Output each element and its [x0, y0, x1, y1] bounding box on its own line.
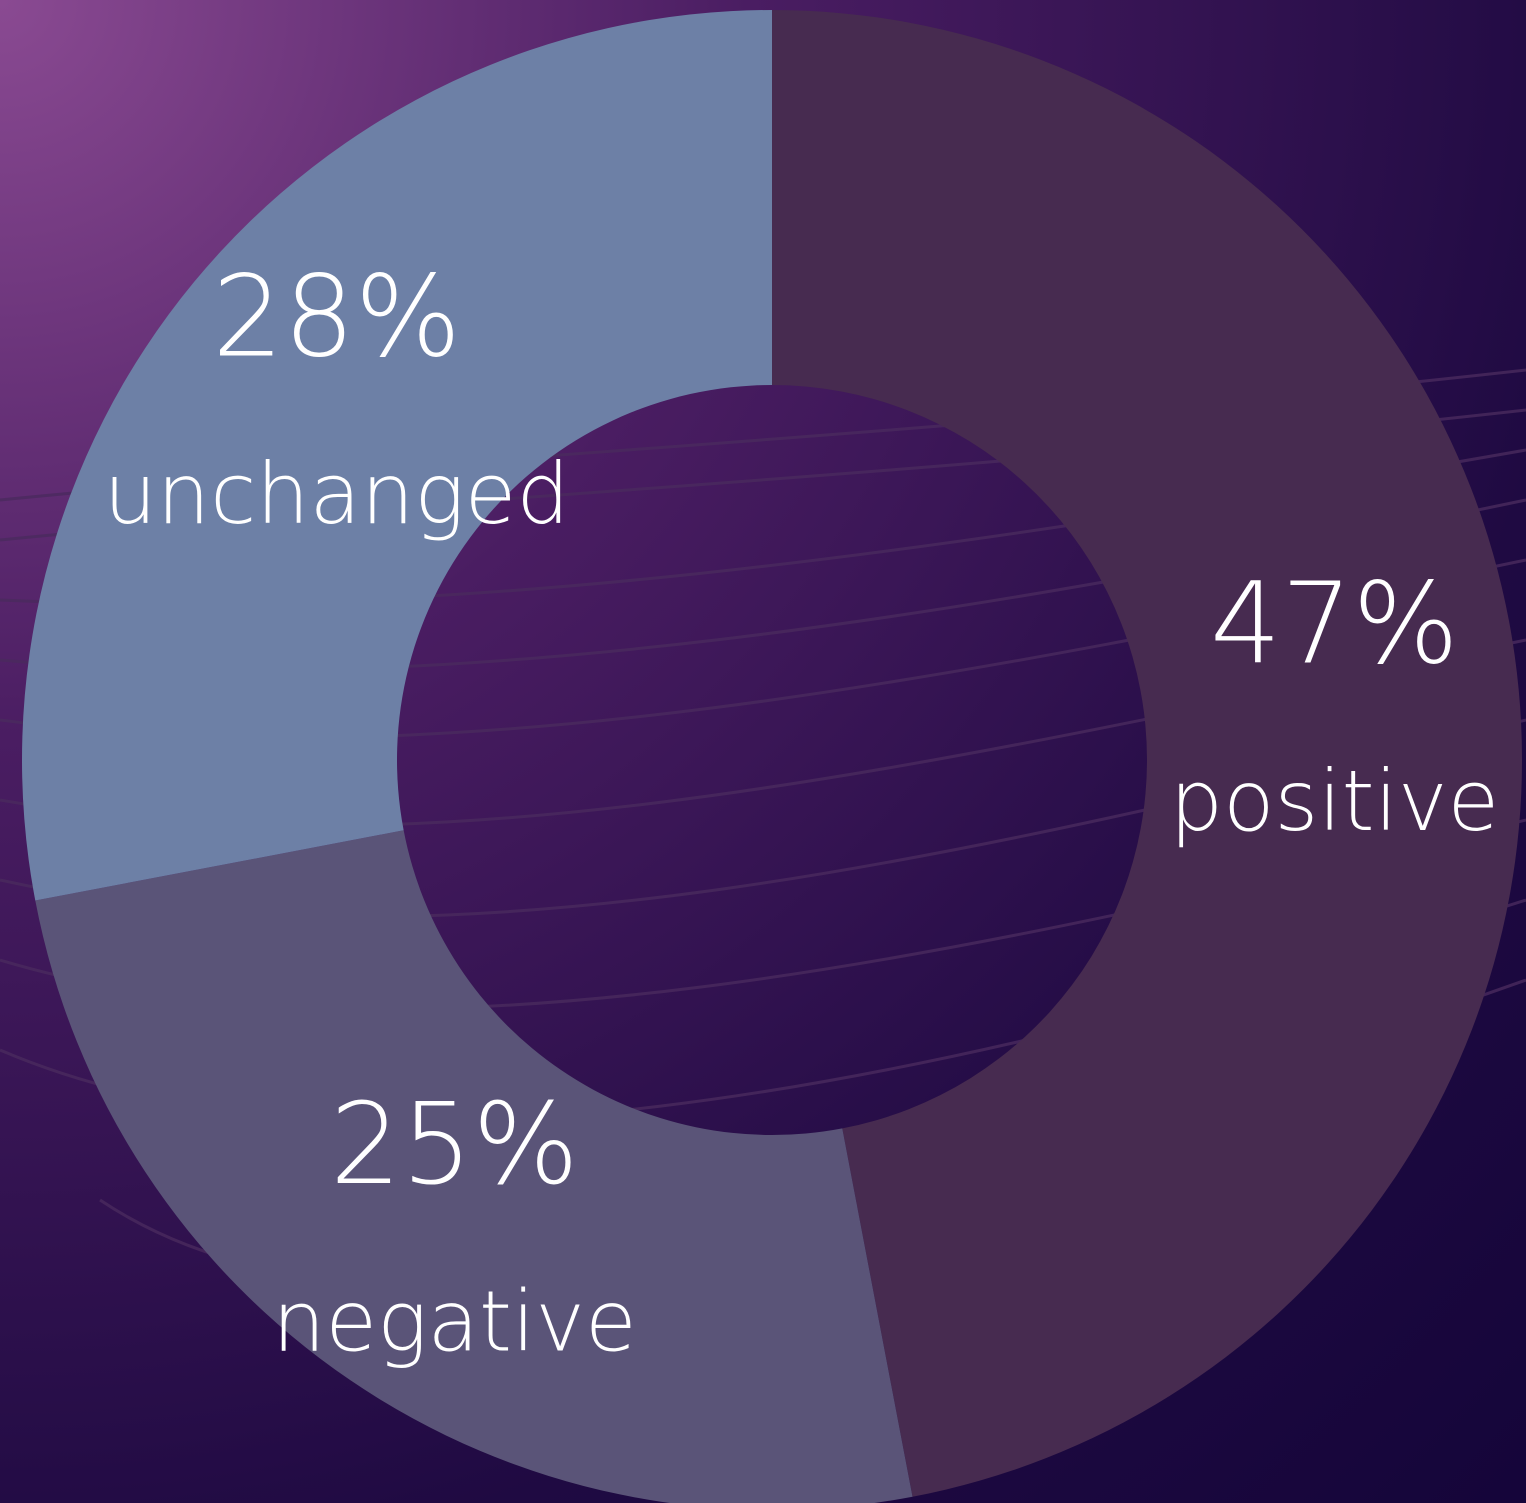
value-label: 25%: [330, 1080, 579, 1210]
category-label: positive: [1170, 752, 1499, 850]
slice: [21, 10, 772, 901]
slices: [21, 10, 1523, 1503]
labels: 47% positive 25% negative 28% unchanged: [104, 253, 1500, 1371]
category-label: negative: [272, 1272, 636, 1370]
value-label: 47%: [1210, 560, 1459, 690]
value-label: 28%: [212, 253, 461, 383]
category-label: unchanged: [104, 445, 570, 543]
slice: [772, 10, 1523, 1497]
slice: [35, 830, 913, 1503]
